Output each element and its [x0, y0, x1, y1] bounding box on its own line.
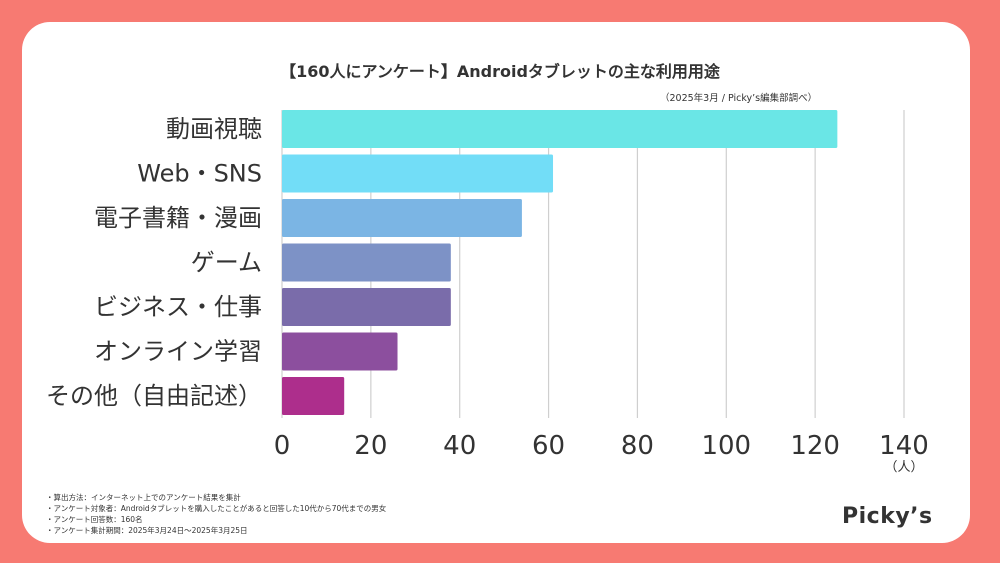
x-tick-label: 120 — [790, 431, 840, 461]
x-tick-label: 40 — [443, 431, 476, 461]
category-label: オンライン学習 — [94, 338, 262, 366]
chart-title: 【160人にアンケート】Androidタブレットの主な利用用途 — [280, 62, 720, 81]
x-axis-unit-label: （人） — [884, 460, 923, 475]
bar — [282, 110, 838, 148]
note-line: ・アンケート回答数：160名 — [46, 515, 143, 524]
bar — [282, 332, 398, 371]
category-label: その他（自由記述） — [46, 382, 262, 410]
x-tick-label: 60 — [532, 431, 565, 461]
survey-notes: ・算出方法：インターネット上でのアンケート結果を集計 ・アンケート対象者：And… — [46, 492, 386, 536]
x-tick-label: 100 — [701, 431, 751, 461]
chart-card — [22, 22, 970, 543]
category-label: ゲーム — [191, 249, 262, 277]
category-label: 動画視聴 — [166, 115, 262, 143]
bar — [282, 199, 522, 237]
category-label: 電子書籍・漫画 — [94, 204, 262, 232]
note-line: ・算出方法：インターネット上でのアンケート結果を集計 — [46, 493, 241, 502]
x-tick-label: 80 — [621, 431, 654, 461]
bar — [282, 154, 554, 193]
bar — [282, 288, 451, 326]
category-label: Web・SNS — [137, 160, 262, 188]
x-tick-label: 140 — [879, 431, 929, 461]
bar — [282, 243, 451, 282]
x-tick-label: 20 — [354, 431, 387, 461]
chart-subtitle: （2025年3月 / Picky’s編集部調べ） — [660, 93, 818, 104]
brand-logo: Picky’s — [842, 504, 933, 529]
x-tick-label: 0 — [274, 431, 291, 461]
bar — [282, 377, 345, 415]
note-line: ・アンケート対象者：Androidタブレットを購入したことがあると回答した10代… — [46, 504, 387, 513]
note-line: ・アンケート集計期間：2025年3月24日〜2025年3月25日 — [46, 526, 248, 535]
category-label: ビジネス・仕事 — [94, 293, 262, 321]
